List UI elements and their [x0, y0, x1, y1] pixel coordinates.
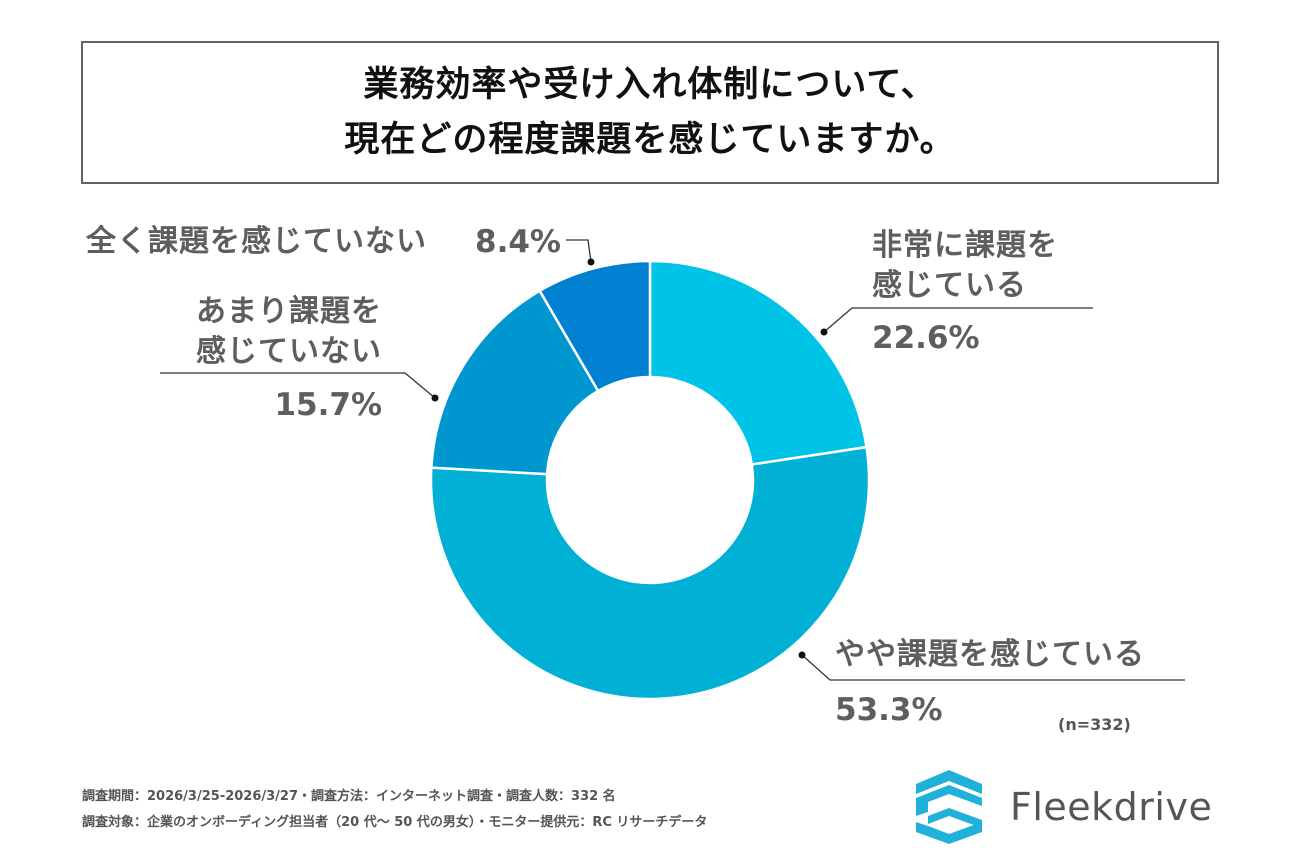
label-very-much: 非常に課題を 感じている [872, 226, 1058, 306]
leader-very-much [823, 307, 1093, 333]
leader-not-at-all-dot [587, 258, 595, 266]
survey-info-line-1: 調査期間：2026/3/25-2026/3/27・調査方法：インターネット調査・… [82, 789, 616, 804]
sample-size-note: (n=332) [1058, 715, 1131, 734]
leader-somewhat [801, 654, 1185, 681]
slice-not-at-all [537, 259, 652, 393]
label-very-much-line-1: 非常に課題を [872, 228, 1058, 263]
slice-somewhat [429, 445, 871, 701]
label-somewhat: やや課題を感じている [835, 637, 1145, 672]
leader-not-at-all [566, 239, 592, 263]
fleekdrive-logo-icon [916, 770, 982, 844]
label-not-at-all: 全く課題を感じていない [86, 224, 427, 259]
leader-not-much [160, 372, 436, 399]
slice-very-much [648, 259, 868, 466]
chart-title-line-1: 業務効率や受け入れ体制について、 [363, 64, 937, 105]
leader-not-much-dot [431, 394, 439, 402]
label-not-much-line-2: 感じていない [196, 334, 382, 369]
leader-somewhat-dot [798, 651, 806, 659]
survey-info-line-2: 調査対象：企業のオンボーディング担当者（20 代～ 50 代の男女）・モニター提… [82, 815, 708, 830]
chart-title-box: 業務効率や受け入れ体制について、 現在どの程度課題を感じていますか。 [81, 41, 1219, 184]
slice-not-much [430, 289, 600, 476]
label-very-much-line-2: 感じている [872, 268, 1027, 303]
value-not-at-all: 8.4% [475, 224, 561, 260]
leader-very-much-dot [820, 328, 828, 336]
logo-wordmark: Fleekdrive [1010, 785, 1213, 829]
value-very-much: 22.6% [872, 320, 980, 356]
label-not-much-line-1: あまり課題を [196, 294, 382, 329]
value-not-much: 15.7% [274, 387, 382, 423]
label-not-much: あまり課題を 感じていない [196, 292, 382, 372]
chart-title-line-2: 現在どの程度課題を感じていますか。 [344, 119, 956, 160]
value-somewhat: 53.3% [835, 692, 943, 728]
fleekdrive-logo: Fleekdrive [910, 768, 1212, 846]
